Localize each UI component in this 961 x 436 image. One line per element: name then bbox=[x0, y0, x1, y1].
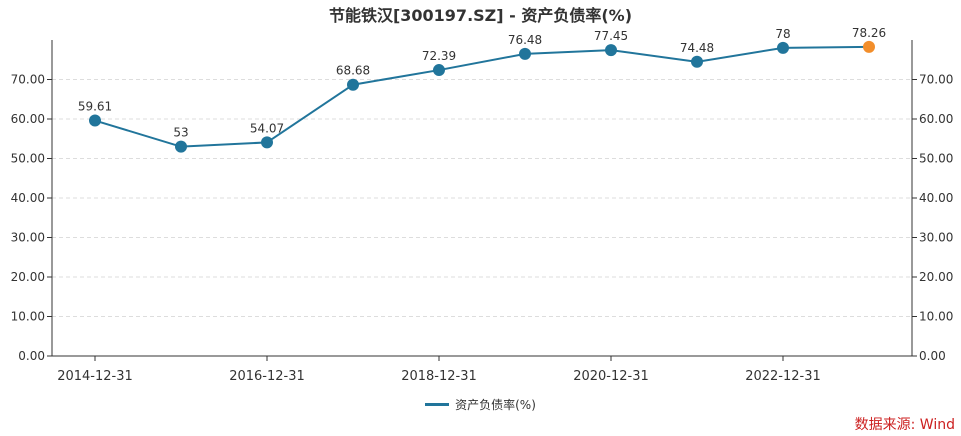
gridlines bbox=[52, 79, 912, 317]
y-tick-label-right: 70.00 bbox=[919, 73, 953, 87]
data-label: 78.26 bbox=[852, 26, 886, 40]
x-tick-label: 2020-12-31 bbox=[573, 369, 649, 384]
chart-title: 节能铁汉[300197.SZ] - 资产负债率(%) bbox=[328, 6, 633, 25]
legend[interactable]: 资产负债率(%) bbox=[0, 396, 961, 413]
source-note: 数据来源: Wind bbox=[854, 417, 955, 433]
y-tick-label-right: 20.00 bbox=[919, 270, 953, 284]
data-label: 78 bbox=[775, 27, 790, 41]
y-tick-label-left: 50.00 bbox=[11, 152, 45, 166]
data-point bbox=[261, 136, 273, 149]
y-tick-label-left: 70.00 bbox=[11, 73, 45, 87]
x-tick-label: 2016-12-31 bbox=[229, 369, 305, 384]
y-tick-label-left: 20.00 bbox=[11, 270, 45, 284]
y-tick-label-left: 40.00 bbox=[11, 191, 45, 205]
axes: 0.00 0.00 10.00 10.00 20.00 20.00 30.00 30.00 40… bbox=[11, 40, 953, 384]
y-tick-label-left: 60.00 bbox=[11, 112, 45, 126]
data-label: 53 bbox=[173, 126, 188, 140]
x-tick-label: 2014-12-31 bbox=[57, 369, 133, 384]
y-tick-label-right: 60.00 bbox=[919, 112, 953, 126]
data-point bbox=[605, 44, 617, 57]
y-tick-label-left: 10.00 bbox=[11, 310, 45, 324]
data-point bbox=[691, 55, 703, 68]
data-label: 68.68 bbox=[336, 64, 370, 78]
data-point bbox=[433, 64, 445, 77]
data-point bbox=[347, 78, 359, 91]
y-tick-label-right: 30.00 bbox=[919, 231, 953, 245]
data-labels: 59.61 53 54.07 68.68 72.39 76.48 77.45 74.48 78 7… bbox=[78, 26, 886, 140]
data-point bbox=[175, 140, 187, 153]
x-tick-label: 2018-12-31 bbox=[401, 369, 477, 384]
data-label: 59.61 bbox=[78, 100, 112, 114]
x-tick-label: 2022-12-31 bbox=[745, 369, 821, 384]
y-tick-label-right: 40.00 bbox=[919, 191, 953, 205]
data-label: 76.48 bbox=[508, 33, 542, 47]
y-tick-label-right: 0.00 bbox=[919, 349, 946, 363]
data-point bbox=[863, 40, 875, 53]
data-point bbox=[519, 47, 531, 60]
data-label: 72.39 bbox=[422, 49, 456, 63]
data-label: 74.48 bbox=[680, 41, 714, 55]
legend-swatch bbox=[425, 403, 450, 406]
y-tick-label-right: 10.00 bbox=[919, 310, 953, 324]
data-point bbox=[89, 114, 101, 127]
y-tick-label-left: 30.00 bbox=[11, 231, 45, 245]
legend-label: 资产负债率(%) bbox=[455, 398, 536, 412]
series-polyline bbox=[94, 45, 870, 148]
y-tick-label-left: 0.00 bbox=[18, 349, 45, 363]
data-point bbox=[777, 41, 789, 54]
y-tick-label-right: 50.00 bbox=[919, 152, 953, 166]
data-label: 77.45 bbox=[594, 29, 628, 43]
data-label: 54.07 bbox=[250, 121, 284, 135]
series-line bbox=[89, 40, 875, 153]
